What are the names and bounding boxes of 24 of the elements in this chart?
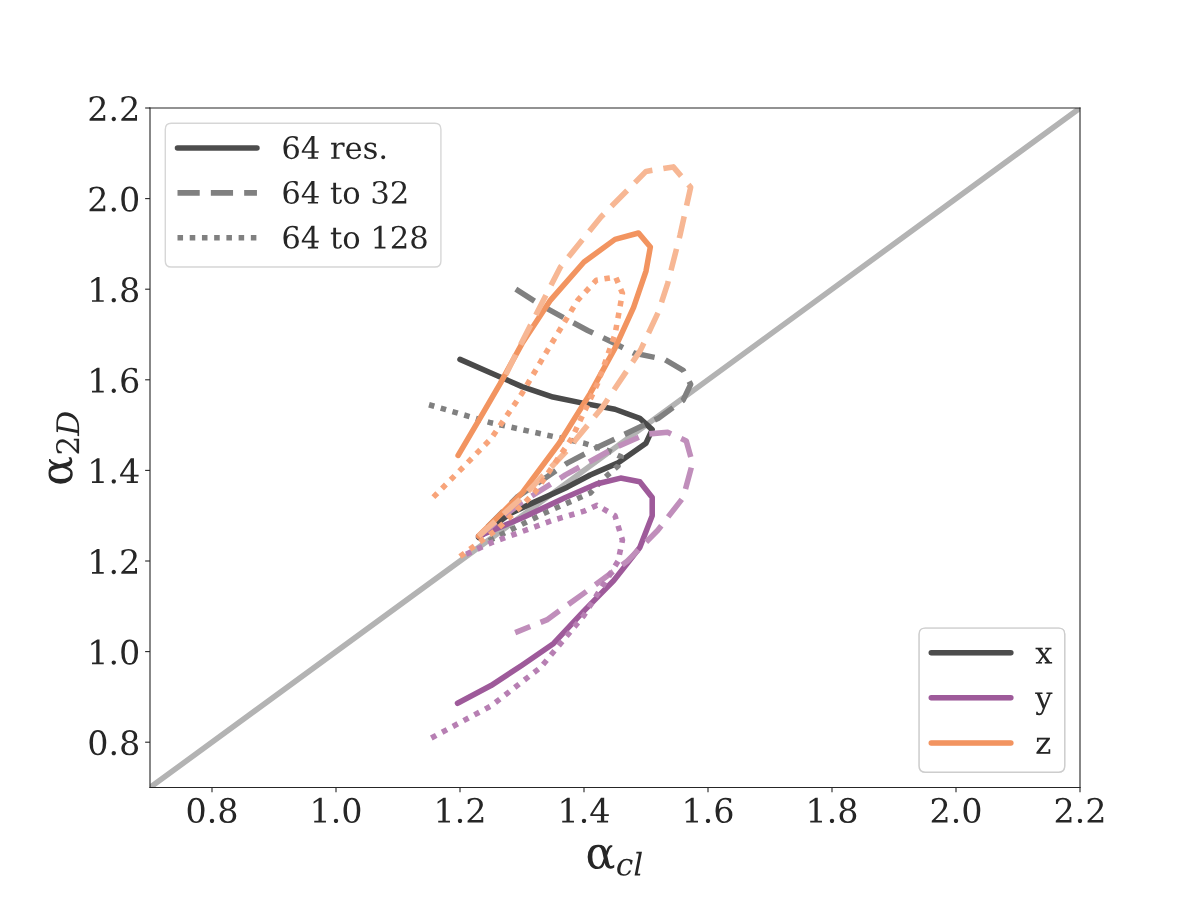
y-tick-label: 1.4 [91,458,139,484]
legend-label: 64 to 32 [283,180,407,204]
x-tick-label: 1.6 [685,797,733,824]
x-tick-label: 1.2 [437,797,484,824]
y-tick-label: 2.0 [89,186,139,212]
y-axis-title: α$_{2D}$ [48,412,80,484]
legend-label: 64 to 128 [283,225,427,249]
x-tick-label: 2.2 [1055,797,1104,824]
y-tick-label: 2.2 [89,95,138,122]
legend-label: x [1035,647,1053,664]
x-axis-title: α$_{cl}$ [587,844,642,876]
x-tick-label: 1.4 [561,797,609,824]
x-tick-label: 1.0 [313,797,361,824]
y-tick-label: 0.8 [89,730,139,756]
x-tick-label: 1.8 [809,797,857,824]
y-tick-label: 1.2 [91,548,138,575]
y-tick-label: 1.6 [91,367,139,393]
legend-label: 64 res. [283,136,386,160]
x-tick-label: 0.8 [187,797,237,824]
legend-label: y [1035,692,1053,716]
y-tick-label: 1.0 [91,639,139,665]
legend-label: z [1036,737,1051,754]
y-tick-label: 1.8 [91,277,139,303]
x-tick-label: 2.0 [931,797,981,824]
